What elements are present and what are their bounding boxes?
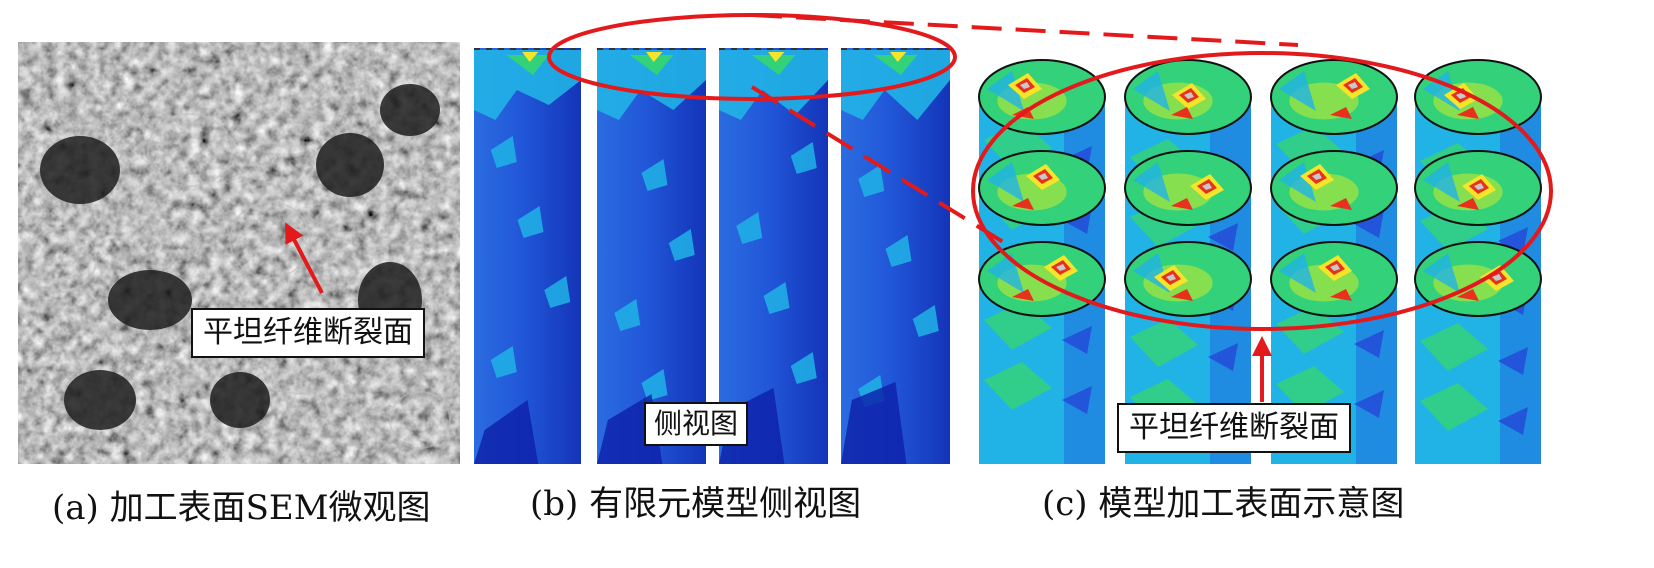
fe-column-top-face <box>978 59 1106 135</box>
callout-label-b: 侧视图 <box>644 402 749 446</box>
callout-arrow-a <box>285 222 324 294</box>
caption-b: (b) 有限元模型侧视图 <box>530 484 862 524</box>
side-column <box>474 48 581 464</box>
dashed-connector-top <box>751 13 1299 47</box>
fe-model-surface <box>978 59 1542 464</box>
fe-column-top-face <box>1414 59 1542 135</box>
fe-column-top-face <box>1124 59 1252 135</box>
fe-column-top-face <box>1270 59 1398 135</box>
fe-column-top-face <box>1270 150 1398 226</box>
caption-a: (a) 加工表面SEM微观图 <box>52 488 431 528</box>
callout-label-a: 平坦纤维断裂面 <box>191 308 425 358</box>
fe-column-top-face <box>978 150 1106 226</box>
fe-column-top-face <box>1414 150 1542 226</box>
caption-c: (c) 模型加工表面示意图 <box>1042 484 1405 524</box>
fe-column-top-face <box>1124 150 1252 226</box>
side-column <box>597 48 706 464</box>
fe-column-top-face <box>1124 241 1252 317</box>
side-column <box>841 48 950 464</box>
fe-column-top-face <box>1270 241 1398 317</box>
dashed-connector-diag <box>750 85 1010 247</box>
callout-label-c: 平坦纤维断裂面 <box>1117 403 1351 453</box>
side-column <box>719 48 828 464</box>
fe-side-view <box>474 48 950 464</box>
sem-micrograph <box>18 42 460 464</box>
highlight-ellipse-faces <box>971 51 1553 331</box>
